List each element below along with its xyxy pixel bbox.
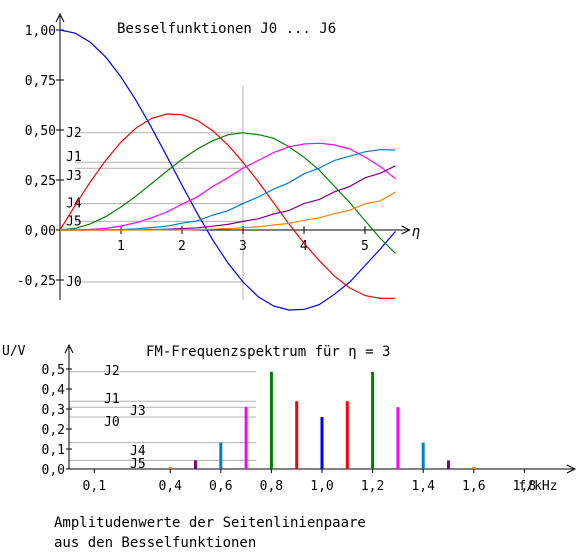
y-tick-label: 0,4 <box>42 383 66 398</box>
x-axis-arrow <box>566 464 577 474</box>
y-tick-label: 1,00 <box>25 24 56 39</box>
y-tick-label: 0,1 <box>42 443 65 458</box>
bar-j1 <box>295 401 299 469</box>
curve-j2 <box>59 132 396 254</box>
y-tick-label: 0,50 <box>25 124 56 139</box>
y-tick-label: 0,25 <box>25 174 56 189</box>
y-tick-label: 0,5 <box>42 363 65 378</box>
x-tick-label: 0,6 <box>209 479 232 494</box>
x-axis-label: η <box>412 224 420 240</box>
y-axis-label: U/V <box>2 344 26 359</box>
x-tick-label: 3 <box>239 239 247 254</box>
bar-j0 <box>320 417 324 469</box>
bar-j2 <box>269 371 273 469</box>
x-tick-label: 1,4 <box>411 479 435 494</box>
value-label-j5: J5 <box>130 457 146 472</box>
curve-j1 <box>59 113 396 300</box>
value-label-j3: J3 <box>66 169 82 184</box>
y-tick-label: 0,2 <box>42 423 65 438</box>
x-axis-label: f/kHz <box>518 479 557 494</box>
y-axis-arrow <box>55 12 65 23</box>
x-tick-label: 1 <box>117 239 125 254</box>
y-tick-label: -0,25 <box>17 274 56 289</box>
value-label-j3: J3 <box>130 404 146 419</box>
y-tick-label: 0,0 <box>42 463 65 478</box>
fm-spectrum-chart: FM-Frequenzspektrum für η = 3 U/V J2 J1 J3 J0… <box>2 343 577 494</box>
x-tick-label: 2 <box>178 239 186 254</box>
value-label-j0: J0 <box>66 275 82 290</box>
curve-j6 <box>60 191 396 231</box>
value-label-j2: J2 <box>104 364 120 379</box>
curve-j3 <box>60 142 396 231</box>
y-tick-label: 0,3 <box>42 403 65 418</box>
bar-j4 <box>219 442 223 469</box>
x-tick-label: 5 <box>361 239 369 254</box>
value-label-j2: J2 <box>66 126 82 141</box>
x-tick-label: 0,8 <box>260 479 283 494</box>
x-tick-label: 1,8 <box>513 479 536 494</box>
curve-j4 <box>60 148 396 231</box>
bessel-chart: Besselfunktionen J0 ... J6J2J1J3J4J5J0η1… <box>17 12 420 311</box>
chart-title: Besselfunktionen J0 ... J6 <box>117 21 336 37</box>
bar-j1 <box>345 401 349 469</box>
bar-j3 <box>396 407 400 469</box>
x-tick-label: 0,4 <box>158 479 182 494</box>
caption-line-2: aus den Besselfunktionen <box>54 535 257 551</box>
value-label-j5: J5 <box>66 214 82 229</box>
chart-title: FM-Frequenzspektrum für η = 3 <box>146 344 390 360</box>
bar-j2 <box>371 371 375 469</box>
value-label-j4: J4 <box>130 444 146 459</box>
bar-j6 <box>472 466 476 469</box>
y-tick-label: 0,75 <box>25 74 56 89</box>
curve-j0 <box>59 29 396 311</box>
bar-j5 <box>447 460 450 469</box>
value-label-j1: J1 <box>66 150 82 165</box>
x-tick-label: 1,6 <box>462 479 485 494</box>
bar-j4 <box>421 442 425 469</box>
bar-j6 <box>168 466 172 469</box>
caption: Amplitudenwerte der Seitenlinienpaare au… <box>54 513 366 553</box>
x-axis-arrow <box>401 225 411 235</box>
y-axis-arrow <box>64 343 74 354</box>
x-tick-label: 4 <box>300 239 308 254</box>
x-tick-label: 1,2 <box>361 479 384 494</box>
bar-j5 <box>194 460 197 469</box>
value-label-j1: J1 <box>104 392 120 407</box>
x-tick-label: 0,1 <box>83 479 106 494</box>
caption-line-1: Amplitudenwerte der Seitenlinienpaare <box>54 515 366 531</box>
bar-j3 <box>244 407 248 469</box>
value-label-j0: J0 <box>104 415 120 430</box>
x-tick-label: 1,0 <box>310 479 333 494</box>
y-tick-label: 0,00 <box>25 224 56 239</box>
